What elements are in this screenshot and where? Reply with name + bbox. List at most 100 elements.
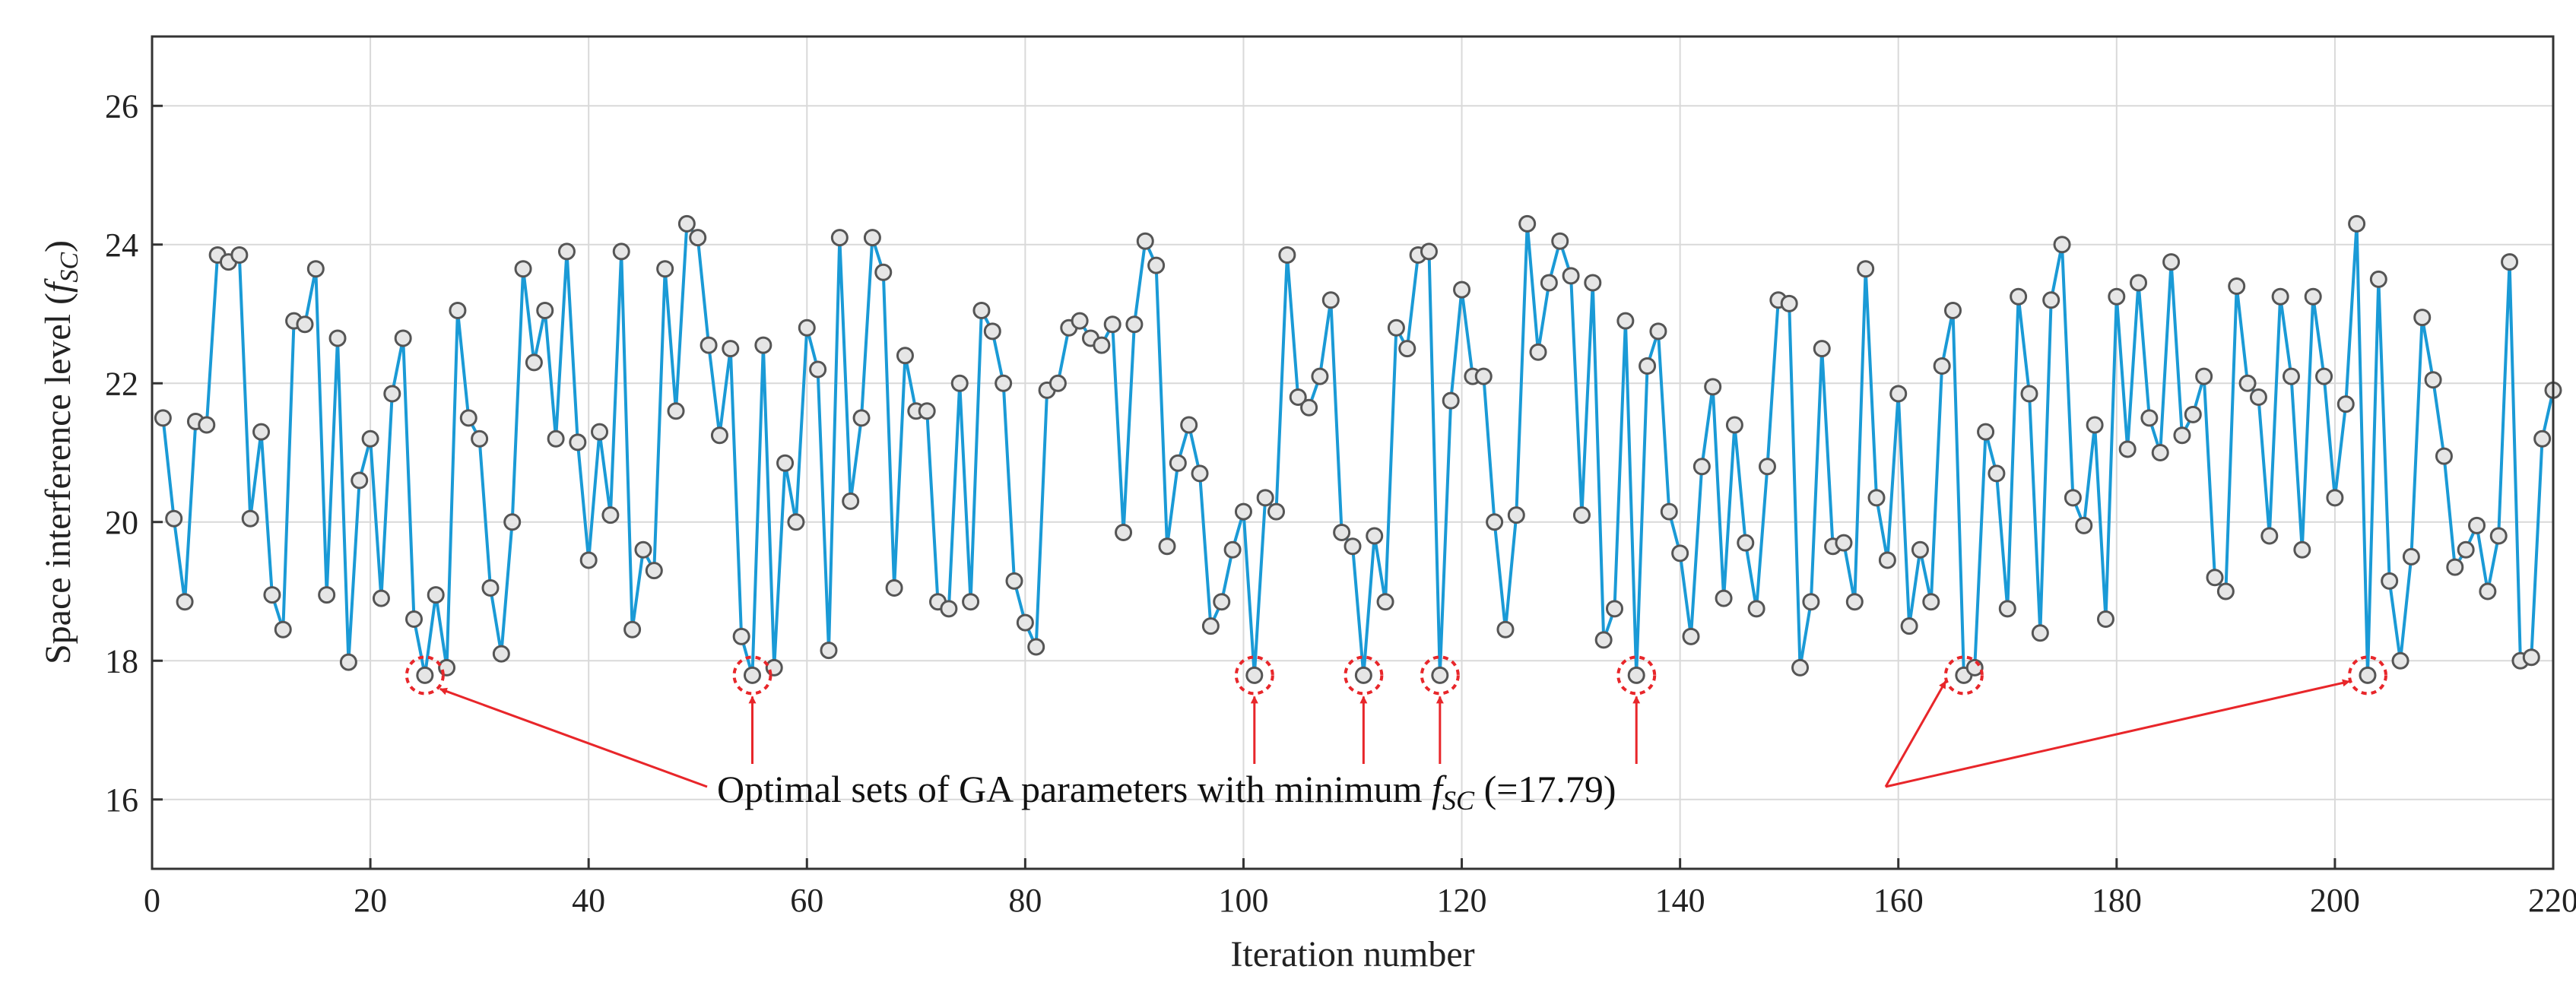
data-point <box>2042 291 2060 309</box>
data-point <box>1649 322 1667 341</box>
data-point <box>623 620 642 639</box>
axis-ticks: 0 20 40 60 80 100 120 140 160 180 200 220 16 18 20 22 24… <box>105 87 2576 919</box>
data-point <box>1311 367 1329 385</box>
data-point <box>1223 540 1242 559</box>
data-point <box>2010 287 2028 306</box>
data-point <box>165 509 183 528</box>
y-axis-title-main: Space interference level ( <box>38 293 78 664</box>
data-point <box>1737 534 1755 552</box>
data-point <box>154 409 172 427</box>
data-point <box>830 229 849 247</box>
data-point <box>1366 527 1384 545</box>
data-point <box>1845 593 1864 611</box>
data-point <box>569 433 587 452</box>
data-point <box>1900 617 1918 635</box>
data-point <box>700 336 718 354</box>
data-point <box>1889 385 1908 403</box>
x-tick-label: 200 <box>2310 882 2360 919</box>
data-point <box>459 409 477 427</box>
data-point <box>1802 593 1820 611</box>
data-point <box>1518 214 1537 233</box>
data-point <box>252 423 271 441</box>
annotation-arrow <box>439 687 708 788</box>
data-point <box>1878 551 1896 569</box>
x-tick-label: 60 <box>790 882 823 919</box>
data-point <box>1474 367 1493 385</box>
data-point <box>2238 374 2257 392</box>
data-point <box>2435 447 2453 465</box>
x-tick-label: 80 <box>1008 882 1042 919</box>
minimum-highlights <box>404 655 2387 696</box>
data-point <box>351 471 369 490</box>
data-point <box>601 506 620 524</box>
x-tick-label: 160 <box>1873 882 1924 919</box>
data-point <box>2151 444 2169 461</box>
data-point <box>405 610 424 628</box>
data-point <box>2391 651 2409 670</box>
annotation-arrow <box>1884 680 1947 787</box>
data-point <box>2096 610 2114 628</box>
data-point <box>514 260 532 278</box>
data-point <box>2271 287 2289 306</box>
data-point <box>1616 312 1635 330</box>
data-point <box>863 229 881 247</box>
data-point <box>1071 312 1089 330</box>
data-point <box>2031 624 2049 642</box>
data-point <box>1256 489 1274 507</box>
data-point <box>2162 253 2181 271</box>
data-point <box>2140 409 2159 427</box>
data-point <box>809 360 827 379</box>
data-point <box>2381 572 2399 590</box>
x-tick-label: 120 <box>1437 882 1487 919</box>
data-point <box>306 260 325 278</box>
data-point <box>1442 391 1460 410</box>
data-point <box>776 454 795 472</box>
data-point <box>1486 513 1504 531</box>
x-tick-label: 20 <box>354 882 387 919</box>
data-point <box>1572 506 1591 524</box>
data-point <box>645 562 663 580</box>
data-point <box>547 429 565 448</box>
data-point <box>940 600 958 618</box>
data-point <box>176 593 194 611</box>
data-point <box>765 658 783 677</box>
data-point <box>449 301 467 319</box>
data-point <box>634 540 652 559</box>
data-point <box>1376 593 1394 611</box>
data-point <box>1867 489 1886 507</box>
data-point <box>1944 301 1962 319</box>
data-point <box>918 402 936 420</box>
data-point <box>1715 589 1733 607</box>
data-point <box>1562 267 1580 285</box>
data-point <box>842 492 860 510</box>
data-point <box>1180 416 1198 434</box>
data-point <box>2336 395 2355 414</box>
data-point <box>1093 336 1111 354</box>
data-point <box>2064 489 2082 507</box>
data-point <box>1147 256 1166 274</box>
data-point <box>2457 540 2475 559</box>
data-point <box>656 260 674 278</box>
data-point <box>1267 502 1286 521</box>
y-tick-label: 18 <box>105 642 138 680</box>
data-series <box>154 214 2562 684</box>
data-point <box>1977 423 1995 441</box>
data-point <box>677 214 696 233</box>
data-point <box>972 301 991 319</box>
data-point <box>2369 270 2387 288</box>
y-tick-label: 24 <box>105 227 138 264</box>
data-point <box>296 315 314 334</box>
annotation-suffix: (=17.79) <box>1474 768 1616 810</box>
data-point <box>2533 429 2552 448</box>
data-point <box>2304 287 2322 306</box>
data-point <box>1300 398 1318 417</box>
y-tick-label: 16 <box>105 781 138 819</box>
data-point <box>2446 558 2464 576</box>
data-point <box>2249 388 2267 406</box>
y-axis-title: Space interference level (fSC) <box>38 240 84 664</box>
plot-frame <box>151 35 2555 870</box>
data-point <box>1136 232 1154 250</box>
data-point <box>1245 666 1264 684</box>
data-point <box>557 242 576 261</box>
data-point <box>1835 534 1853 552</box>
